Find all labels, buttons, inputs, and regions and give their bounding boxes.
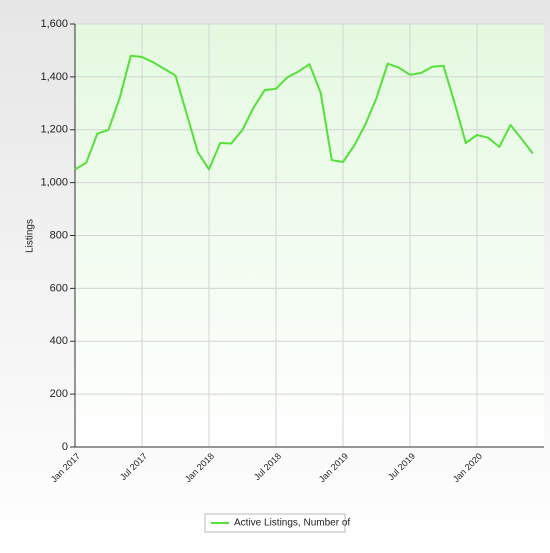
y-axis-label: Listings	[25, 219, 36, 253]
y-tick-label: 200	[50, 388, 68, 400]
y-tick-label: 1,200	[40, 124, 68, 136]
y-tick-label: 0	[62, 441, 68, 453]
legend: Active Listings, Number of	[204, 513, 350, 533]
y-tick-label: 600	[50, 282, 68, 294]
series-line	[74, 54, 534, 171]
y-tick-label: 800	[50, 229, 68, 241]
y-tick-label: 400	[50, 335, 68, 347]
legend-label: Active Listings, Number of	[234, 518, 350, 529]
y-tick-label: 1,600	[40, 18, 68, 30]
legend-box	[204, 513, 346, 533]
y-tick-label: 1,400	[40, 71, 68, 83]
y-tick-label: 1,000	[40, 177, 68, 189]
